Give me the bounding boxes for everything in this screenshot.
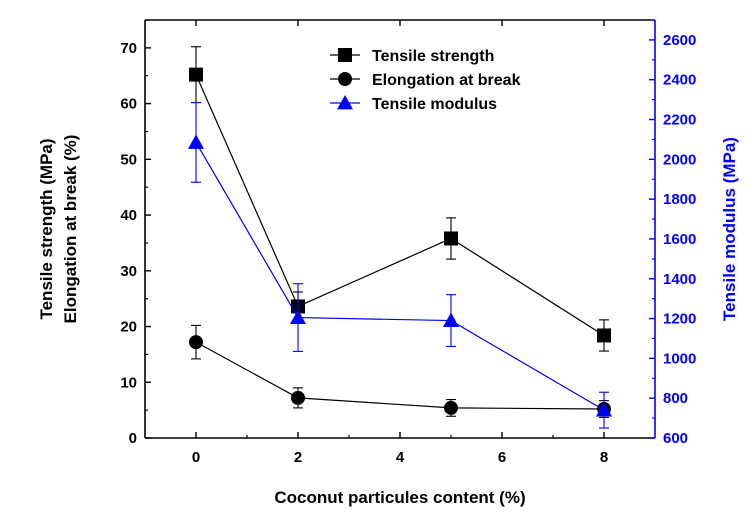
tensile-strength-point	[597, 328, 611, 343]
elongation-at-break-point	[189, 335, 203, 350]
legend-label-tensile-modulus: Tensile modulus	[372, 96, 497, 113]
left-y-tick-label: 60	[120, 96, 137, 113]
left-y-tick-label: 70	[120, 40, 137, 57]
legend-marker-tensile-strength	[338, 48, 352, 62]
tensile-modulus-line	[195, 142, 605, 411]
left-y-tick-label: 50	[120, 151, 137, 168]
right-y-tick-label: 1200	[663, 311, 696, 328]
legend: Tensile strength Elongation at break Tensi…	[330, 48, 521, 113]
right-y-tick-label: 1600	[663, 231, 696, 248]
right-y-tick-label: 2200	[663, 112, 696, 129]
elongation-at-break-line	[195, 341, 605, 410]
right-y-tick-label: 800	[663, 390, 688, 407]
tensile-modulus-point	[290, 309, 306, 324]
left-y-tick-label: 10	[120, 374, 137, 391]
left-y-tick-label: 30	[120, 263, 137, 280]
elongation-at-break-point	[291, 390, 305, 405]
right-y-tick-label: 600	[663, 430, 688, 447]
right-y-tick-label: 1000	[663, 350, 696, 367]
tensile-strength-point	[189, 67, 203, 82]
right-y-tick-label: 2000	[663, 151, 696, 168]
right-y-axis-title: Tensile modulus (MPa)	[720, 137, 739, 321]
x-axis-title: Coconut particules content (%)	[274, 488, 525, 507]
left-y-axis-title-2: Elongation at break (%)	[61, 135, 80, 324]
axis-labels: Coconut particules content (%) Tensile st…	[37, 135, 739, 507]
right-y-tick-label: 2600	[663, 32, 696, 49]
axes: 0 2 4 6 8 0 10 20 30 40 50 60 70 600 800 1000 1200 1400 16…	[120, 19, 696, 466]
x-tick-label: 6	[498, 449, 506, 466]
legend-marker-tensile-modulus	[337, 95, 353, 110]
x-tick-label: 2	[294, 449, 302, 466]
right-y-tick-label: 1800	[663, 191, 696, 208]
x-tick-label: 0	[192, 449, 200, 466]
tensile-modulus-point	[443, 312, 459, 327]
left-y-tick-label: 0	[129, 430, 137, 447]
right-y-tick-label: 1400	[663, 271, 696, 288]
left-y-axis-title-1: Tensile strength (MPa)	[37, 138, 56, 319]
legend-marker-elongation-at-break	[338, 72, 352, 86]
tensile-strength-point	[444, 231, 458, 246]
elongation-at-break-point	[444, 400, 458, 415]
x-tick-label: 4	[396, 449, 405, 466]
left-y-tick-label: 40	[120, 207, 137, 224]
left-y-tick-label: 20	[120, 319, 137, 336]
legend-label-tensile-strength: Tensile strength	[372, 48, 494, 65]
tensile-strength-line	[195, 74, 605, 336]
series-layer	[188, 46, 612, 429]
tensile-modulus-point	[596, 402, 612, 417]
x-tick-label: 8	[600, 449, 608, 466]
tensile-modulus-point	[188, 134, 204, 149]
legend-label-elongation-at-break: Elongation at break	[372, 72, 521, 89]
right-y-tick-label: 2400	[663, 72, 696, 89]
